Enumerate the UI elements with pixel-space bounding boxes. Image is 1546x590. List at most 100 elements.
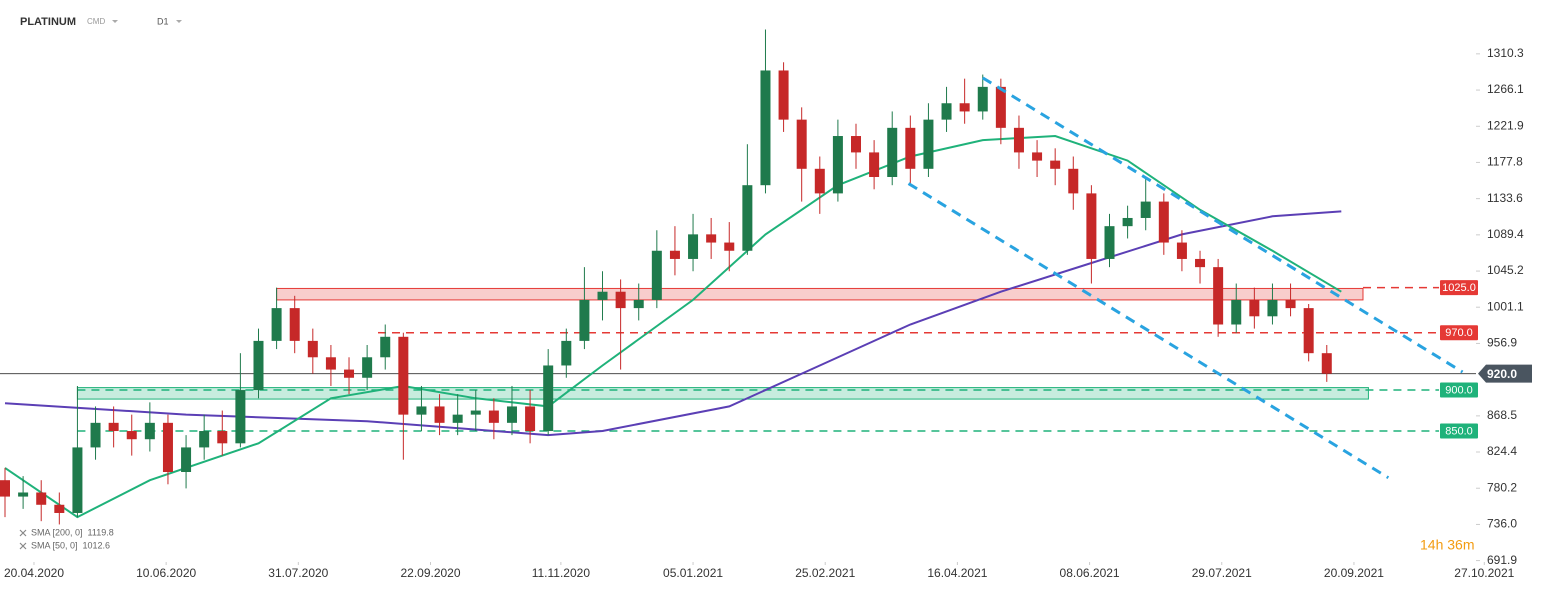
x-tick-label: 11.11.2020 bbox=[532, 566, 591, 580]
current-price-box bbox=[1478, 364, 1532, 383]
y-tick-label: 868.5 bbox=[1487, 408, 1517, 422]
candle-body bbox=[796, 119, 807, 169]
candle-body bbox=[144, 422, 155, 440]
y-tick-label: 1221.9 bbox=[1487, 118, 1524, 132]
candle-body bbox=[869, 152, 880, 177]
candle-body bbox=[0, 480, 10, 497]
candle-body bbox=[959, 103, 970, 112]
zone bbox=[276, 287, 1364, 301]
y-tick-label: 824.4 bbox=[1487, 444, 1517, 458]
x-tick-label: 22.09.2020 bbox=[400, 566, 460, 580]
candle-body bbox=[271, 308, 282, 341]
y-tick-label: 780.2 bbox=[1487, 480, 1517, 494]
candle-body bbox=[36, 492, 47, 505]
candle-body bbox=[832, 136, 843, 194]
x-tick-label: 25.02.2021 bbox=[795, 566, 855, 580]
candle-body bbox=[1213, 267, 1224, 325]
candle-body bbox=[162, 422, 173, 472]
level-label-box bbox=[1440, 280, 1478, 296]
instrument-type[interactable]: CMD bbox=[87, 17, 105, 26]
candle-body bbox=[669, 250, 680, 259]
instrument-title[interactable]: PLATINUM bbox=[20, 16, 76, 28]
candle-body bbox=[851, 136, 862, 153]
candle-body bbox=[995, 86, 1006, 128]
trendline bbox=[981, 76, 1464, 374]
sma-line bbox=[4, 210, 1342, 437]
candle-body bbox=[597, 291, 608, 300]
candle-body bbox=[72, 447, 83, 513]
candle-body bbox=[380, 336, 391, 358]
candle-body bbox=[561, 340, 572, 366]
candle-body bbox=[1086, 193, 1097, 259]
level-label: 970.0 bbox=[1445, 327, 1473, 339]
dropdown-arrow[interactable] bbox=[176, 20, 182, 23]
candle-body bbox=[977, 86, 988, 112]
candle-body bbox=[181, 447, 192, 472]
candle-body bbox=[1249, 299, 1260, 317]
candle-body bbox=[470, 410, 481, 415]
candle-body bbox=[126, 431, 137, 440]
candle-body bbox=[651, 250, 662, 300]
trendline bbox=[907, 182, 1390, 480]
candle-body bbox=[1140, 201, 1151, 218]
candle-body bbox=[525, 406, 536, 432]
candle-body bbox=[235, 390, 246, 444]
legend-name: SMA [50, 0] bbox=[31, 540, 78, 550]
candle-body bbox=[90, 422, 101, 448]
y-tick-label: 691.9 bbox=[1487, 553, 1517, 567]
candle-body bbox=[325, 357, 336, 370]
candle-body bbox=[688, 234, 699, 259]
candle-body bbox=[1321, 353, 1332, 374]
candle-body bbox=[1122, 217, 1133, 227]
candle-body bbox=[199, 431, 210, 448]
level-label-box bbox=[1440, 382, 1478, 398]
x-tick-label: 20.09.2021 bbox=[1324, 566, 1384, 580]
legend-icon bbox=[19, 529, 27, 537]
candle-body bbox=[108, 422, 119, 432]
y-tick-label: 1177.8 bbox=[1487, 155, 1523, 169]
dropdown-arrow[interactable] bbox=[112, 20, 118, 23]
level-label: 1025.0 bbox=[1442, 282, 1476, 294]
legend-value: 1012.6 bbox=[83, 540, 111, 550]
candle-body bbox=[1032, 152, 1043, 161]
y-tick-label: 1001.1 bbox=[1487, 299, 1524, 313]
candle-body bbox=[253, 340, 264, 391]
candle-body bbox=[452, 414, 463, 423]
candle-body bbox=[362, 357, 373, 378]
candle-body bbox=[1013, 127, 1024, 153]
y-tick-label: 956.9 bbox=[1487, 336, 1517, 350]
timeframe[interactable]: D1 bbox=[157, 16, 169, 26]
candle-body bbox=[1231, 299, 1242, 325]
candle-body bbox=[1104, 226, 1115, 259]
candle-body bbox=[778, 70, 789, 120]
candle-body bbox=[18, 492, 29, 497]
legend-name: SMA [200, 0] bbox=[31, 527, 83, 537]
x-tick-label: 16.04.2021 bbox=[927, 566, 987, 580]
y-tick-label: 736.0 bbox=[1487, 517, 1517, 531]
candle-body bbox=[1068, 168, 1079, 194]
candle-body bbox=[307, 340, 318, 358]
candle-body bbox=[543, 365, 554, 432]
candle-body bbox=[1195, 258, 1206, 268]
candle-body bbox=[54, 504, 65, 513]
x-tick-label: 27.10.2021 bbox=[1454, 566, 1514, 580]
candle-body bbox=[579, 299, 590, 341]
candle-body bbox=[488, 410, 499, 423]
candle-body bbox=[706, 234, 717, 243]
candle-body bbox=[633, 299, 644, 309]
sma-line bbox=[4, 134, 1342, 519]
level-label: 900.0 bbox=[1445, 384, 1473, 396]
candle-body bbox=[615, 291, 626, 309]
candle-body bbox=[1303, 308, 1314, 354]
x-tick-label: 10.06.2020 bbox=[136, 566, 196, 580]
candle-body bbox=[923, 119, 934, 169]
y-tick-label: 1310.3 bbox=[1487, 46, 1524, 60]
legend-value: 1119.8 bbox=[88, 527, 114, 537]
candle-body bbox=[217, 431, 228, 444]
x-tick-label: 29.07.2021 bbox=[1192, 566, 1252, 580]
y-tick-label: 1089.4 bbox=[1487, 227, 1524, 241]
candle-body bbox=[434, 406, 445, 423]
countdown: 14h 36m bbox=[1420, 537, 1474, 553]
candle-body bbox=[1267, 299, 1278, 317]
